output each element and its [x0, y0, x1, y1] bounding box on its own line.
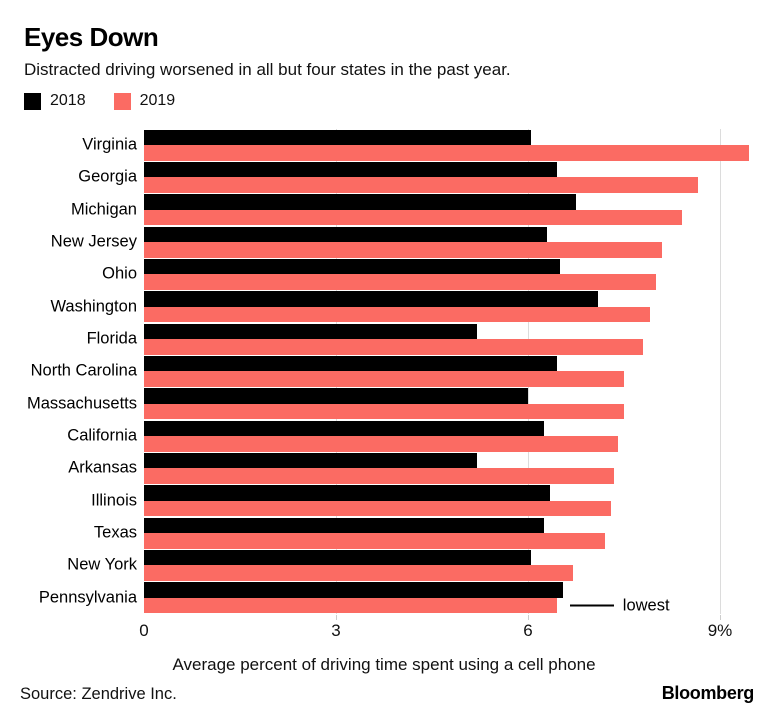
legend: 2018 2019 [24, 92, 175, 110]
bar-row: Florida [87, 323, 752, 355]
bar-row: Pennsylvania lowest [39, 582, 752, 614]
bar-2019 [144, 500, 612, 517]
category-label: Massachusetts [26, 394, 137, 413]
annotation-text: lowest [622, 596, 670, 614]
plot-area: Virginia Georgia Michigan New Jersey Ohio Was… [27, 129, 752, 614]
x-axis-title: Average percent of driving time spent us… [172, 655, 596, 674]
bar-row: New Jersey [51, 226, 752, 258]
bar-2019: lowest [144, 596, 670, 614]
bar-2019 [144, 145, 749, 161]
bar-row: Virginia [82, 129, 752, 161]
category-label: Florida [86, 329, 137, 348]
tick-label: 3 [331, 621, 341, 640]
bar-2019 [144, 339, 644, 355]
chart-title: Eyes Down [24, 22, 159, 52]
bar-2019 [144, 242, 663, 258]
legend-label-2018: 2018 [50, 92, 86, 109]
bar-2018 [144, 258, 560, 275]
bar-row: Washington [50, 291, 752, 323]
bar-2018 [144, 291, 599, 307]
bar-row: Massachusetts [27, 388, 752, 420]
category-label: Arkansas [68, 458, 137, 477]
category-label: New Jersey [50, 232, 137, 251]
category-label: New York [67, 555, 137, 574]
category-label: Texas [93, 523, 137, 542]
bar-2019 [144, 565, 573, 581]
category-label: North Carolina [30, 361, 137, 380]
category-label: Ohio [102, 264, 137, 283]
legend-label-2019: 2019 [139, 92, 176, 109]
bar-2018 [144, 129, 532, 146]
gridline-9 [720, 129, 721, 614]
category-label: Virginia [82, 135, 137, 154]
bar-2019 [144, 533, 605, 549]
bar-row: Michigan [71, 194, 752, 226]
bar-rows: Virginia Georgia Michigan New Jersey Ohio Was… [27, 129, 752, 614]
bar-2018 [144, 194, 576, 210]
bar-2018 [144, 517, 544, 534]
chart-subtitle: Distracted driving worsened in all but f… [24, 60, 511, 79]
bar-2018 [144, 420, 544, 437]
bar-2018 [144, 582, 564, 598]
bar-row: Ohio [102, 258, 752, 290]
legend-swatch-2019 [113, 92, 131, 110]
bar-2019 [144, 403, 624, 420]
bar-2019 [144, 468, 615, 484]
category-label: Georgia [78, 167, 137, 186]
bar-2019 [144, 371, 624, 387]
bar-2018 [144, 452, 477, 469]
bar-row: Georgia [78, 161, 752, 193]
legend-item-2019: 2019 [113, 92, 176, 110]
footer: Source: Zendrive Inc. Bloomberg [20, 683, 754, 704]
category-label: Illinois [91, 491, 137, 510]
bar-row: New York [67, 549, 752, 581]
category-label: Washington [50, 297, 137, 316]
tick-mark [336, 615, 337, 620]
tick-mark [528, 615, 529, 620]
bar-row: Arkansas [68, 452, 752, 484]
category-label: Pennsylvania [38, 588, 137, 607]
bar-2018 [144, 485, 551, 501]
bar-2018 [144, 388, 528, 404]
bar-row: Illinois [91, 485, 752, 517]
tick-label: 9% [707, 621, 733, 640]
bar-row: North Carolina [31, 355, 752, 387]
bar-row: California [67, 420, 752, 452]
legend-swatch-2018 [24, 92, 41, 110]
source-text: Source: Zendrive Inc. [20, 685, 177, 703]
bar-2018 [144, 226, 548, 243]
annotation-line [569, 604, 614, 607]
annotation-lowest: lowest [569, 596, 670, 615]
category-label: California [67, 426, 137, 445]
bar-2019 [144, 274, 656, 290]
bar-2018 [144, 323, 477, 340]
bar-row: Texas [94, 517, 752, 549]
legend-item-2018: 2018 [24, 92, 86, 110]
tick-label: 0 [139, 621, 149, 640]
category-label: Michigan [70, 200, 137, 219]
bar-2018 [144, 549, 532, 566]
bar-2019 [144, 177, 698, 193]
bar-2018 [144, 355, 557, 372]
bloomberg-logo: Bloomberg [661, 683, 755, 703]
bar-2019 [144, 306, 650, 323]
bar-2019 [144, 209, 682, 226]
tick-label: 6 [523, 621, 533, 640]
bar-2019 [144, 436, 618, 452]
bar-2018 [144, 161, 557, 178]
tick-mark [720, 615, 721, 620]
